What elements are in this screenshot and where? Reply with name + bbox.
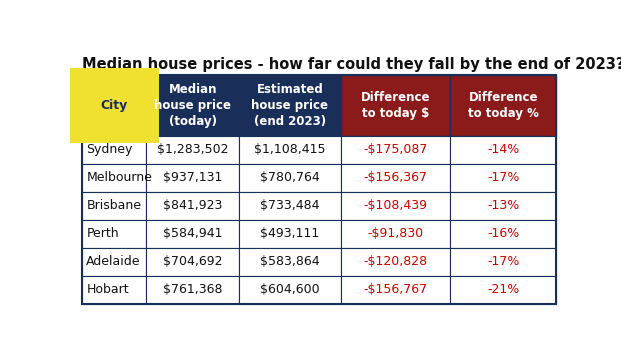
Text: $841,923: $841,923: [163, 200, 222, 213]
Text: -$156,367: -$156,367: [363, 171, 427, 185]
Bar: [450, 164, 556, 192]
Text: Perth: Perth: [86, 228, 119, 240]
Text: $584,941: $584,941: [163, 228, 222, 240]
Text: $761,368: $761,368: [163, 283, 222, 296]
Text: $704,692: $704,692: [163, 255, 222, 268]
Bar: [450, 248, 556, 276]
Text: Melbourne: Melbourne: [86, 171, 152, 185]
Text: -16%: -16%: [487, 228, 519, 240]
Bar: [147, 248, 239, 276]
Bar: [450, 192, 556, 220]
Bar: [239, 192, 341, 220]
Bar: [341, 164, 450, 192]
Text: -21%: -21%: [487, 283, 519, 296]
Bar: [239, 164, 341, 192]
Bar: [83, 136, 147, 164]
Text: Median house prices - how far could they fall by the end of 2023?: Median house prices - how far could they…: [83, 57, 621, 72]
Bar: [239, 75, 341, 136]
Text: Sydney: Sydney: [86, 143, 133, 156]
Text: $493,111: $493,111: [260, 228, 319, 240]
Bar: [341, 136, 450, 164]
Text: Brisbane: Brisbane: [86, 200, 142, 213]
Text: Difference
to today %: Difference to today %: [468, 91, 538, 120]
Text: -17%: -17%: [487, 171, 519, 185]
Bar: [341, 220, 450, 248]
Text: $780,764: $780,764: [260, 171, 320, 185]
Text: Adelaide: Adelaide: [86, 255, 141, 268]
Text: -17%: -17%: [487, 255, 519, 268]
Bar: [341, 75, 450, 136]
Bar: [147, 164, 239, 192]
Bar: [147, 75, 239, 136]
Text: -$108,439: -$108,439: [363, 200, 427, 213]
Bar: [147, 136, 239, 164]
Bar: [83, 220, 147, 248]
Text: $733,484: $733,484: [260, 200, 320, 213]
Bar: [239, 220, 341, 248]
Text: -$156,767: -$156,767: [363, 283, 427, 296]
Bar: [341, 276, 450, 304]
Bar: [83, 248, 147, 276]
Text: $583,864: $583,864: [260, 255, 320, 268]
Text: $1,108,415: $1,108,415: [254, 143, 325, 156]
Text: -$120,828: -$120,828: [363, 255, 427, 268]
Text: Median
house price
(today): Median house price (today): [154, 83, 231, 128]
Bar: [450, 276, 556, 304]
Text: $937,131: $937,131: [163, 171, 222, 185]
Bar: [450, 75, 556, 136]
Bar: [450, 220, 556, 248]
Text: $1,283,502: $1,283,502: [157, 143, 229, 156]
Bar: [83, 192, 147, 220]
Bar: [83, 276, 147, 304]
Text: Hobart: Hobart: [86, 283, 129, 296]
Text: Estimated
house price
(end 2023): Estimated house price (end 2023): [252, 83, 329, 128]
Bar: [147, 220, 239, 248]
Bar: [239, 136, 341, 164]
Bar: [341, 248, 450, 276]
Text: Difference
to today $: Difference to today $: [361, 91, 430, 120]
Bar: [239, 276, 341, 304]
Text: -13%: -13%: [487, 200, 519, 213]
Bar: [147, 276, 239, 304]
Bar: [83, 164, 147, 192]
Bar: [239, 248, 341, 276]
Text: $604,600: $604,600: [260, 283, 320, 296]
Text: -$91,830: -$91,830: [367, 228, 424, 240]
Bar: [83, 75, 556, 304]
Bar: [147, 192, 239, 220]
Text: -14%: -14%: [487, 143, 519, 156]
Bar: [450, 136, 556, 164]
Bar: [341, 192, 450, 220]
Text: City: City: [101, 99, 128, 112]
Bar: [83, 75, 147, 136]
Text: -$175,087: -$175,087: [363, 143, 427, 156]
